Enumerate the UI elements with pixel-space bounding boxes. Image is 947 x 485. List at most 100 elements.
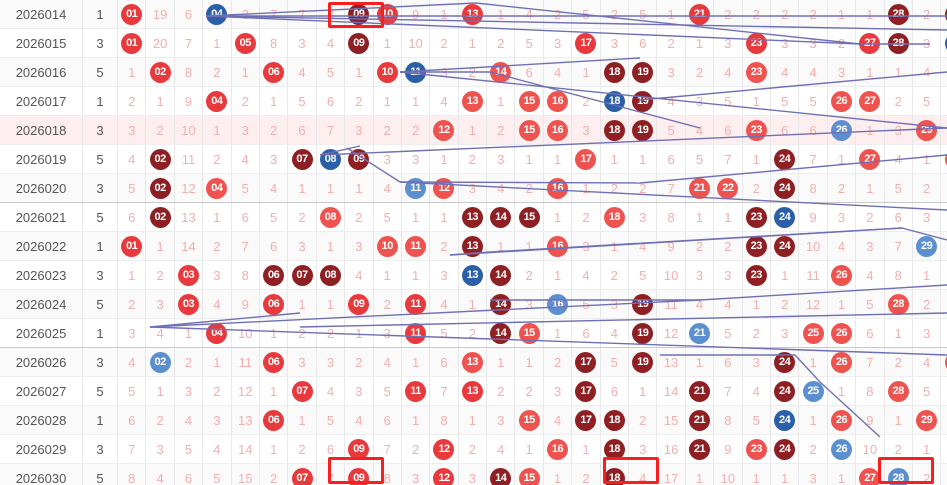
drawn-ball-cell[interactable]: 21 [684,376,715,406]
miss-count-cell[interactable]: 6 [713,115,743,145]
drawn-ball-cell[interactable]: 25 [798,318,828,348]
drawn-ball-cell[interactable]: 27 [855,144,885,174]
miss-count-cell[interactable]: 6 [514,57,544,87]
drawn-ball-cell[interactable]: 01 [117,0,147,29]
miss-count-cell[interactable]: 1 [742,463,771,485]
miss-count-cell[interactable]: 7 [656,173,686,203]
miss-count-cell[interactable]: 1 [117,260,147,290]
miss-count-cell[interactable]: 10 [231,318,260,348]
drawn-ball-cell[interactable]: 23 [742,231,771,261]
miss-count-cell[interactable]: 2 [514,260,544,290]
drawn-ball-cell[interactable]: 17 [571,376,601,406]
miss-count-cell[interactable]: 8 [713,405,743,435]
table-row[interactable]: 2026019 5 4 02 11 2 4 3 07 08 09 3 3 1 2 3 1 1 17 1 1 6 5 7 1 24 7… [0,144,947,174]
miss-count-cell[interactable]: 6 [231,202,260,232]
miss-count-cell[interactable]: 2 [514,376,544,406]
miss-count-cell[interactable]: 5 [940,289,947,319]
miss-count-cell[interactable]: 1 [514,347,544,377]
drawn-ball-cell[interactable]: 13 [458,231,488,261]
miss-count-cell[interactable]: 5 [713,86,743,116]
miss-count-cell[interactable]: 3 [940,434,947,464]
drawn-ball-cell[interactable]: 09 [344,434,374,464]
drawn-ball-cell[interactable]: 06 [259,405,289,435]
miss-count-cell[interactable]: 2 [742,173,771,203]
miss-count-cell[interactable]: 2 [543,347,573,377]
miss-count-cell[interactable]: 1 [912,144,942,174]
miss-count-cell[interactable]: 1 [684,202,715,232]
miss-count-cell[interactable]: 2 [600,0,630,29]
miss-count-cell[interactable]: 4 [344,405,374,435]
miss-count-cell[interactable]: 4 [543,57,573,87]
drawn-ball-cell[interactable]: 16 [543,115,573,145]
miss-count-cell[interactable]: 1 [940,57,947,87]
miss-count-cell[interactable]: 9 [231,289,260,319]
drawn-ball-cell[interactable]: 30 [940,347,947,377]
drawn-ball-cell[interactable]: 14 [486,318,516,348]
miss-count-cell[interactable]: 2 [145,115,175,145]
miss-count-cell[interactable]: 1 [884,57,913,87]
miss-count-cell[interactable]: 4 [912,347,942,377]
miss-count-cell[interactable]: 3 [770,318,800,348]
miss-count-cell[interactable]: 5 [798,86,828,116]
miss-count-cell[interactable]: 19 [145,0,175,29]
miss-count-cell[interactable]: 1 [174,318,204,348]
drawn-ball-cell[interactable]: 26 [827,347,857,377]
drawn-ball-cell[interactable]: 09 [344,289,374,319]
miss-count-cell[interactable]: 6 [855,318,885,348]
drawn-ball-cell[interactable]: 26 [827,260,857,290]
drawn-ball-cell[interactable]: 15 [514,405,544,435]
drawn-ball-cell[interactable]: 16 [543,289,573,319]
miss-count-cell[interactable]: 9 [855,405,885,435]
miss-count-cell[interactable]: 2 [344,347,374,377]
drawn-ball-cell[interactable]: 06 [259,260,289,290]
row-issue[interactable]: 2026030 [0,463,83,485]
drawn-ball-cell[interactable]: 08 [316,202,346,232]
miss-count-cell[interactable]: 5 [316,57,346,87]
miss-count-cell[interactable]: 4 [684,115,715,145]
miss-count-cell[interactable]: 1 [486,231,516,261]
miss-count-cell[interactable]: 1 [287,173,317,203]
miss-count-cell[interactable]: 1 [742,86,771,116]
miss-count-cell[interactable]: 5 [373,376,402,406]
miss-count-cell[interactable]: 5 [912,86,942,116]
miss-count-cell[interactable]: 3 [117,318,147,348]
drawn-ball-cell[interactable]: 10 [373,231,402,261]
miss-count-cell[interactable]: 5 [912,376,942,406]
drawn-ball-cell[interactable]: 19 [628,57,658,87]
drawn-ball-cell[interactable]: 30 [940,144,947,174]
row-issue[interactable]: 2026025 [0,318,83,348]
table-row[interactable]: 2026021 5 6 02 13 1 6 5 2 08 2 5 1 1 13 14 15 1 2 18 3 8 1 1 23 2… [0,202,947,232]
miss-count-cell[interactable]: 1 [628,376,658,406]
miss-count-cell[interactable]: 2 [884,86,913,116]
drawn-ball-cell[interactable]: 16 [543,434,573,464]
drawn-ball-cell[interactable]: 17 [571,28,601,58]
miss-count-cell[interactable]: 6 [798,115,828,145]
row-issue[interactable]: 2026020 [0,173,83,203]
miss-count-cell[interactable]: 1 [884,405,913,435]
drawn-ball-cell[interactable]: 19 [628,86,658,116]
miss-count-cell[interactable]: 3 [798,28,828,58]
miss-count-cell[interactable]: 7 [855,347,885,377]
miss-count-cell[interactable]: 2 [145,405,175,435]
miss-count-cell[interactable]: 2 [429,28,459,58]
miss-count-cell[interactable]: 6 [940,318,947,348]
drawn-ball-cell[interactable]: 19 [628,289,658,319]
miss-count-cell[interactable]: 5 [373,202,402,232]
drawn-ball-cell[interactable]: 25 [798,376,828,406]
miss-count-cell[interactable]: 5 [174,434,204,464]
miss-count-cell[interactable]: 2 [259,463,289,485]
miss-count-cell[interactable]: 4 [231,144,260,174]
miss-count-cell[interactable]: 4 [316,28,346,58]
miss-count-cell[interactable]: 5 [571,289,601,319]
miss-count-cell[interactable]: 2 [174,347,204,377]
miss-count-cell[interactable]: 2 [912,463,942,485]
miss-count-cell[interactable]: 8 [231,260,260,290]
miss-count-cell[interactable]: 12 [231,376,260,406]
miss-count-cell[interactable]: 4 [344,260,374,290]
miss-count-cell[interactable]: 1 [770,260,800,290]
drawn-ball-cell[interactable]: 23 [742,115,771,145]
miss-count-cell[interactable]: 2 [202,144,232,174]
miss-count-cell[interactable]: 3 [600,289,630,319]
miss-count-cell[interactable]: 6 [174,463,204,485]
drawn-ball-cell[interactable]: 27 [855,86,885,116]
